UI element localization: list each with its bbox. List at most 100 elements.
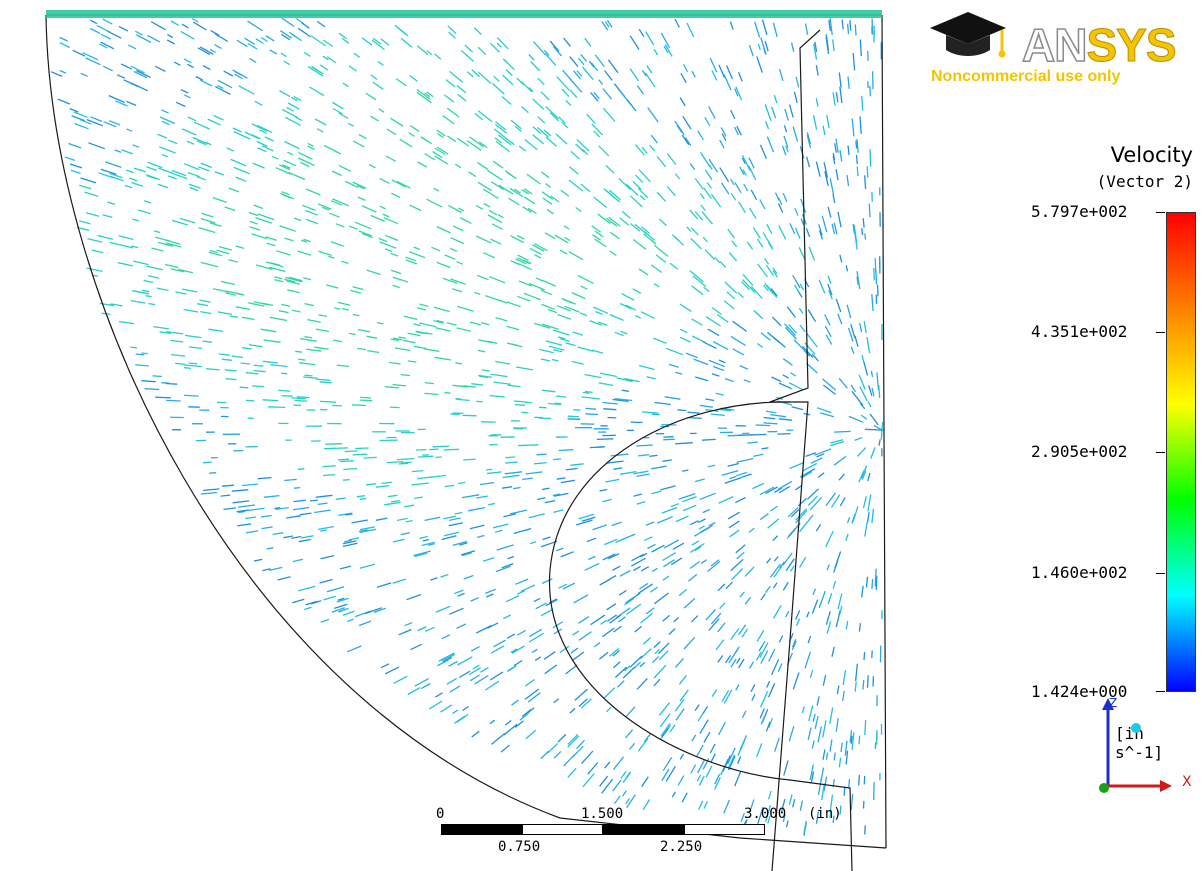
velocity-arrow (342, 540, 357, 545)
velocity-arrow (686, 226, 692, 232)
velocity-arrow (355, 447, 369, 450)
velocity-arrow (322, 465, 336, 468)
velocity-arrow (757, 806, 764, 824)
velocity-arrow (866, 336, 871, 354)
velocity-arrow (251, 385, 265, 388)
velocity-arrow (161, 109, 169, 114)
velocity-arrow (552, 458, 562, 461)
velocity-arrow (556, 477, 566, 480)
velocity-arrow (257, 476, 272, 480)
velocity-arrow (735, 496, 746, 504)
velocity-arrow (511, 645, 525, 654)
velocity-arrow (636, 85, 645, 95)
velocity-arrow (420, 136, 432, 145)
velocity-arrow (171, 169, 187, 177)
velocity-arrow (664, 44, 673, 57)
velocity-arrow (679, 97, 686, 107)
velocity-arrow (763, 422, 778, 425)
velocity-arrow (783, 323, 790, 330)
velocity-arrow (298, 157, 315, 167)
velocity-arrow (281, 372, 288, 375)
velocity-arrow (804, 23, 809, 35)
velocity-arrow (689, 270, 704, 283)
velocity-arrow (788, 726, 795, 742)
velocity-arrow (708, 164, 713, 170)
velocity-arrow (391, 179, 406, 188)
velocity-arrow (474, 291, 481, 296)
velocity-arrow (841, 19, 844, 30)
velocity-arrow (440, 704, 453, 713)
velocity-arrow (495, 140, 510, 153)
axis-triad[interactable]: Z X (1092, 694, 1201, 804)
velocity-arrow (868, 385, 873, 396)
velocity-arrow (213, 114, 224, 121)
velocity-arrow (297, 250, 312, 256)
velocity-arrow (300, 161, 310, 168)
velocity-arrow (792, 798, 796, 808)
velocity-arrow (730, 178, 735, 186)
velocity-arrow (390, 338, 399, 342)
velocity-arrow (525, 471, 543, 475)
velocity-arrow (301, 22, 310, 29)
velocity-arrow (263, 494, 280, 498)
velocity-arrow (448, 607, 464, 615)
velocity-arrow (764, 282, 774, 295)
velocity-arrow (736, 125, 742, 136)
velocity-arrow (201, 212, 214, 218)
velocity-arrow (491, 82, 505, 95)
velocity-arrow (770, 413, 787, 418)
velocity-arrow (433, 319, 444, 324)
velocity-arrow (286, 280, 300, 285)
velocity-arrow (725, 581, 733, 590)
velocity-arrow (678, 588, 688, 597)
velocity-arrow (826, 621, 832, 634)
velocity-arrow (272, 532, 284, 536)
velocity-arrow (594, 230, 604, 238)
velocity-arrow (224, 369, 237, 372)
velocity-arrow (330, 241, 345, 247)
velocity-arrow (809, 764, 814, 781)
velocity-arrow (798, 247, 805, 259)
velocity-arrow (540, 91, 550, 101)
velocity-arrow (209, 222, 222, 228)
velocity-arrow (734, 88, 739, 97)
velocity-arrow (748, 157, 755, 169)
velocity-arrow (686, 22, 695, 38)
velocity-arrow (543, 49, 550, 56)
velocity-arrow (501, 562, 514, 569)
velocity-arrow (694, 178, 704, 190)
velocity-arrow (850, 793, 854, 810)
velocity-arrow (131, 245, 139, 249)
velocity-arrow (115, 100, 128, 107)
velocity-arrow (834, 551, 842, 569)
velocity-arrow (756, 651, 762, 661)
velocity-arrow (118, 25, 129, 32)
velocity-arrow (638, 268, 649, 276)
velocity-arrow (434, 53, 442, 60)
velocity-arrow (292, 598, 305, 604)
velocity-arrow (868, 203, 871, 218)
velocity-arrow (807, 635, 812, 644)
velocity-arrow (72, 49, 86, 57)
velocity-arrow (437, 659, 450, 667)
velocity-arrow (152, 375, 162, 378)
velocity-arrow (619, 569, 631, 577)
velocity-arrow (644, 536, 653, 542)
velocity-arrow (593, 130, 601, 138)
velocity-arrow (178, 268, 194, 274)
velocity-arrow (544, 499, 556, 504)
velocity-arrow (673, 617, 679, 623)
velocity-arrow (638, 454, 650, 457)
velocity-arrow (532, 244, 545, 252)
velocity-arrow (403, 504, 415, 508)
velocity-arrow (772, 22, 778, 38)
velocity-arrow (805, 332, 818, 348)
velocity-arrow (483, 252, 496, 259)
velocity-arrow (850, 384, 857, 393)
velocity-arrow (367, 349, 380, 354)
velocity-arrow (525, 678, 535, 687)
velocity-arrow (532, 126, 542, 135)
velocity-arrow (637, 187, 649, 199)
velocity-arrow (748, 165, 757, 180)
